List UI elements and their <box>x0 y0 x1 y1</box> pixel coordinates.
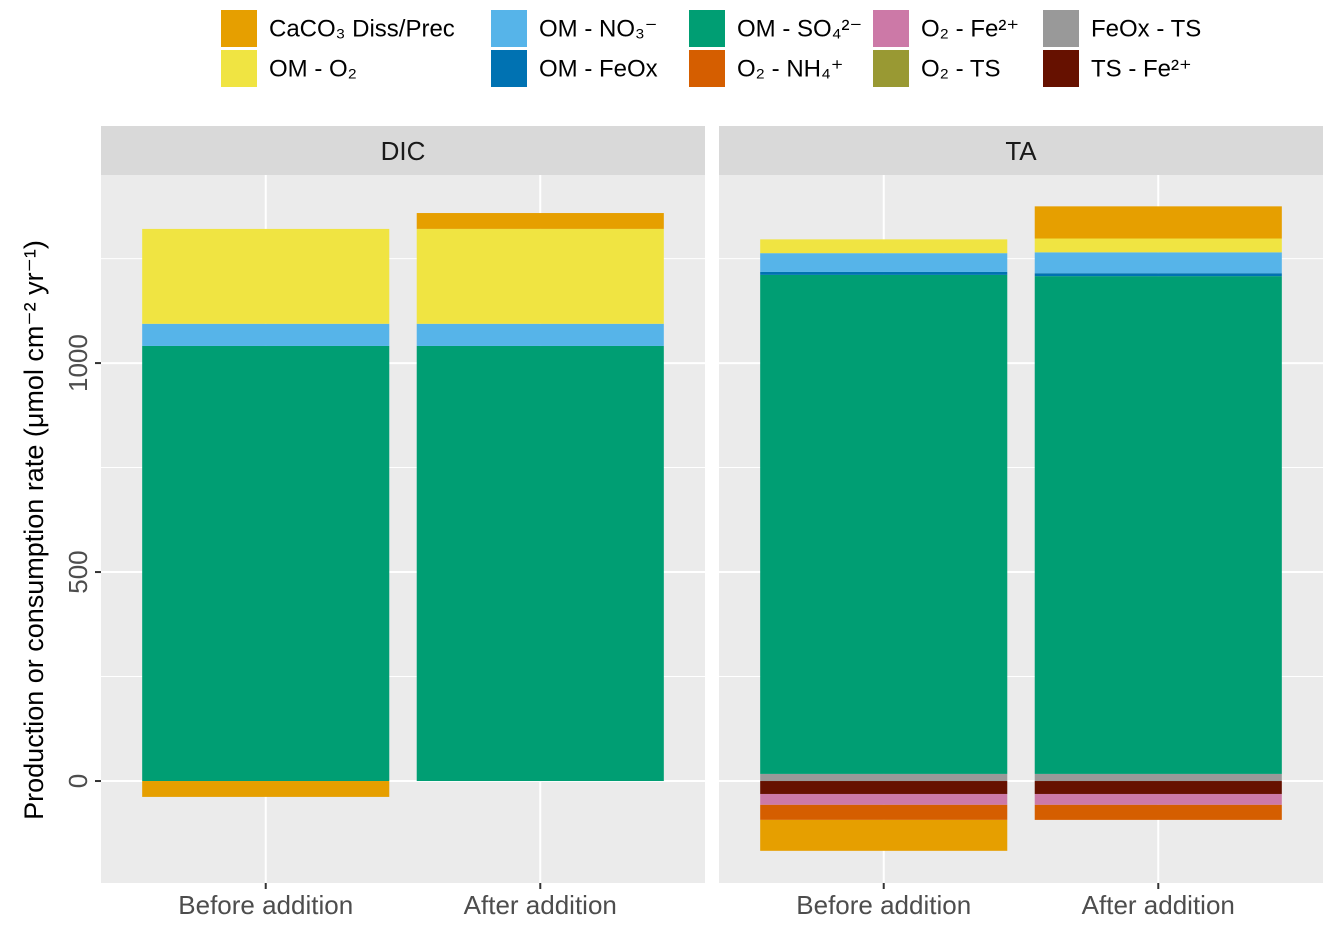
bar-segment <box>416 323 664 346</box>
y-axis-label: Production or consumption rate (μmol cm⁻… <box>19 240 49 820</box>
legend-label: O₂ - TS <box>921 55 1001 82</box>
bar-segment <box>1034 238 1282 253</box>
legend-key <box>873 50 909 87</box>
bar-segment <box>760 819 1008 851</box>
bar-segment <box>142 781 390 797</box>
bar-segment <box>760 781 1008 794</box>
bar-segment <box>760 274 1008 774</box>
bar-segment <box>760 804 1008 820</box>
bar-segment <box>416 213 664 229</box>
legend-key <box>1043 50 1079 87</box>
x-tick-label: After addition <box>464 890 617 920</box>
y-tick-label: 500 <box>63 550 93 593</box>
legend-key <box>873 10 909 47</box>
x-tick-label: Before addition <box>178 890 353 920</box>
legend-label: OM - NO₃⁻ <box>539 15 657 42</box>
bar-segment <box>416 228 664 324</box>
legend-key <box>689 10 725 47</box>
bar-segment <box>1034 804 1282 820</box>
bar-segment <box>1034 206 1282 239</box>
y-tick-label: 1000 <box>63 334 93 392</box>
legend-key <box>491 10 527 47</box>
facet-title: DIC <box>381 136 426 166</box>
legend-label: FeOx - TS <box>1091 15 1201 42</box>
bar-segment <box>1034 276 1282 774</box>
bar-segment <box>1034 781 1282 794</box>
bar-segment <box>142 345 390 782</box>
strip <box>719 126 1323 175</box>
bar-segment <box>760 271 1008 275</box>
legend-label: OM - SO₄²⁻ <box>737 15 862 42</box>
legend-key <box>221 50 257 87</box>
bar-segment <box>1034 273 1282 277</box>
legend-label: TS - Fe²⁺ <box>1091 55 1192 82</box>
bar-segment <box>760 253 1008 272</box>
legend-key <box>221 10 257 47</box>
legend-key <box>689 50 725 87</box>
bar-segment <box>1034 252 1282 274</box>
legend-key <box>1043 10 1079 47</box>
legend-key <box>491 50 527 87</box>
legend-label: O₂ - Fe²⁺ <box>921 15 1019 42</box>
facet-title: TA <box>1005 136 1037 166</box>
bar-segment <box>416 345 664 782</box>
bar-segment <box>142 228 390 324</box>
x-tick-label: After addition <box>1082 890 1235 920</box>
bar-segment <box>1034 793 1282 805</box>
legend-label: OM - FeOx <box>539 55 658 82</box>
legend-label: O₂ - NH₄⁺ <box>737 55 843 82</box>
bar-segment <box>760 793 1008 805</box>
bar-segment <box>760 239 1008 254</box>
bar-segment <box>1034 773 1282 782</box>
x-tick-label: Before addition <box>796 890 971 920</box>
legend-label: OM - O₂ <box>269 55 357 82</box>
legend-label: CaCO₃ Diss/Prec <box>269 15 455 42</box>
y-tick-label: 0 <box>63 774 93 788</box>
bar-segment <box>142 323 390 346</box>
bar-segment <box>760 773 1008 782</box>
strip <box>101 126 705 175</box>
